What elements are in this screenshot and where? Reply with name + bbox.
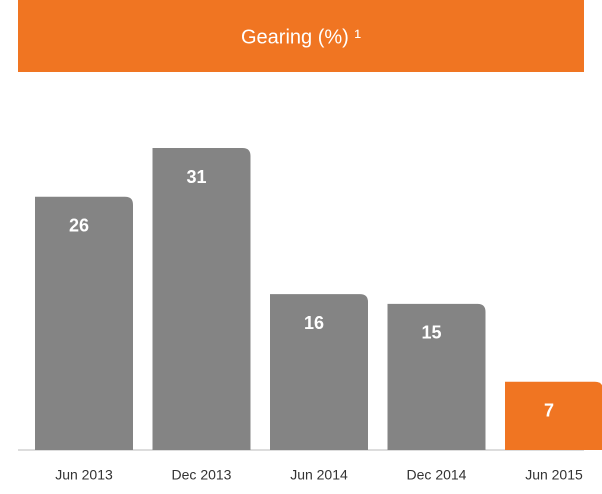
value-label: 26 <box>69 215 89 235</box>
title-banner <box>18 0 584 72</box>
bar <box>387 303 486 450</box>
chart-title: Gearing (%) ¹ <box>241 26 361 48</box>
x-tick-label: Dec 2014 <box>407 467 467 483</box>
value-label: 7 <box>544 401 554 421</box>
value-label: 16 <box>304 313 324 333</box>
x-tick-label: Jun 2013 <box>55 467 113 483</box>
x-tick-label: Dec 2013 <box>172 467 232 483</box>
x-tick-label: Jun 2015 <box>525 467 583 483</box>
bar <box>270 294 368 450</box>
value-label: 15 <box>421 323 441 343</box>
bar <box>152 148 251 450</box>
bar <box>505 381 602 450</box>
value-label: 31 <box>186 167 206 187</box>
x-tick-label: Jun 2014 <box>290 467 348 483</box>
bar <box>35 196 133 450</box>
